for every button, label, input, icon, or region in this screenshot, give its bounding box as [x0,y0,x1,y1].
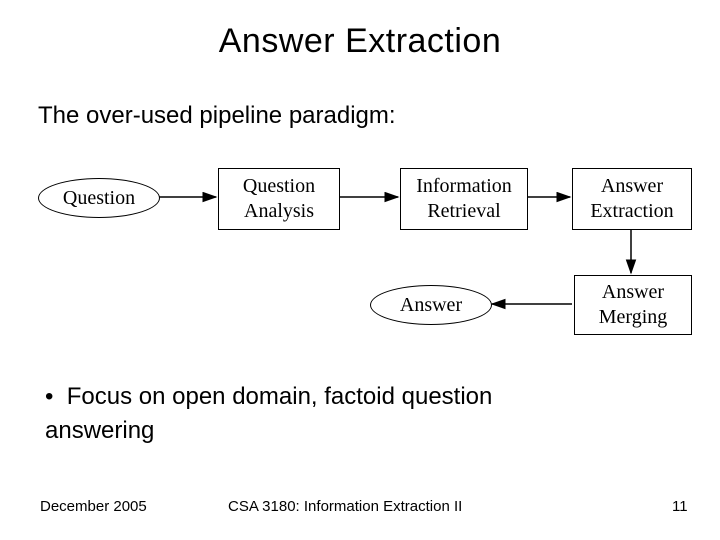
footer-left: December 2005 [40,498,147,515]
bullet-text: Focus on open domain, factoid question a… [45,383,492,444]
node-answer-extraction: Answer Extraction [572,168,692,230]
bullet-item: • Focus on open domain, factoid question… [45,380,605,447]
node-answer-end: Answer [370,285,492,325]
node-question-start: Question [38,178,160,218]
node-answer-extraction-line1: Answer [601,175,663,197]
node-answer-end-label: Answer [400,294,462,317]
node-answer-merging: Answer Merging [574,275,692,335]
slide-subtitle: The over-used pipeline paradigm: [38,102,396,130]
node-answer-merging-line2: Merging [599,306,668,328]
slide-title: Answer Extraction [0,22,720,61]
node-answer-merging-line1: Answer [602,281,664,303]
node-answer-extraction-line2: Extraction [590,200,673,222]
node-information-retrieval: Information Retrieval [400,168,528,230]
node-question-start-label: Question [63,187,135,210]
node-information-retrieval-line2: Retrieval [427,200,500,222]
node-question-analysis-line2: Analysis [244,200,314,222]
node-information-retrieval-line1: Information [416,175,512,197]
node-question-analysis-line1: Question [243,175,315,197]
bullet-marker: • [45,383,53,410]
arrow-layer [0,0,720,540]
footer-center: CSA 3180: Information Extraction II [228,498,462,515]
node-question-analysis: Question Analysis [218,168,340,230]
footer-right: 11 [672,498,688,515]
